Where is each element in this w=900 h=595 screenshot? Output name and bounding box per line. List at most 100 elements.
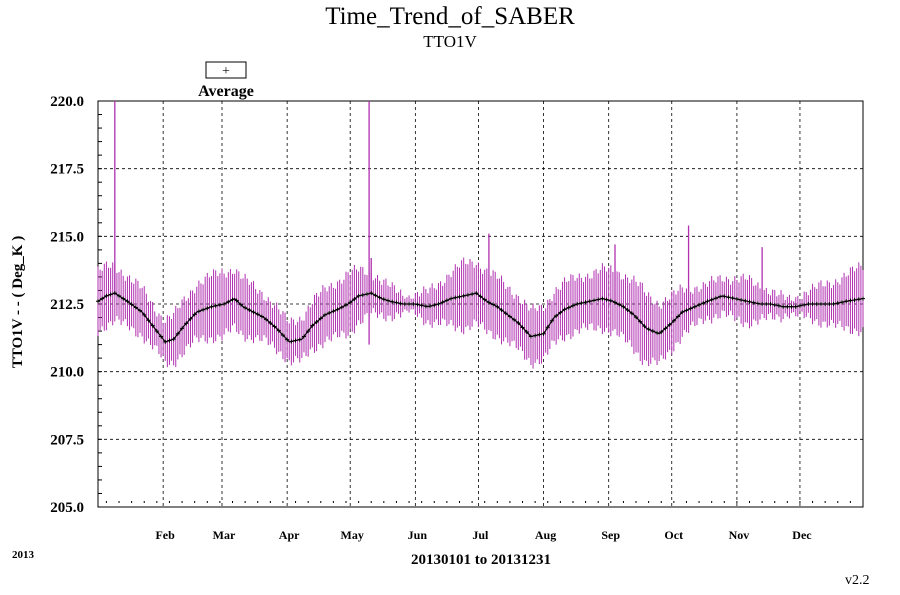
average-point (629, 311, 634, 316)
average-series (96, 291, 865, 344)
average-point (835, 301, 840, 306)
average-point (365, 292, 370, 297)
average-point (705, 299, 710, 304)
average-point (243, 305, 248, 310)
average-point (213, 303, 218, 308)
average-point (356, 293, 361, 298)
y-tick-label: 220.0 (50, 94, 84, 110)
average-point (755, 301, 760, 306)
average-point (726, 295, 731, 300)
average-point (205, 306, 210, 311)
average-point (688, 306, 693, 311)
average-point (671, 318, 676, 323)
average-point (419, 303, 424, 308)
average-point (306, 329, 311, 334)
average-point (360, 292, 365, 297)
x-tick-label: Dec (792, 528, 812, 542)
average-point (566, 305, 571, 310)
average-point (196, 309, 201, 314)
average-point (335, 307, 340, 312)
average-point (558, 310, 563, 315)
y-tick-label: 210.0 (50, 365, 84, 381)
average-point (444, 298, 449, 303)
average-point (138, 308, 143, 313)
legend-label: Average (198, 83, 254, 100)
average-point (386, 298, 391, 303)
average-point (600, 296, 605, 301)
average-point (217, 302, 222, 307)
average-point (234, 298, 239, 303)
average-point (625, 307, 630, 312)
average-point (381, 297, 386, 302)
average-point (701, 301, 706, 306)
y-tick-label: 215.0 (50, 229, 84, 245)
average-point (293, 338, 298, 343)
grid-lines (98, 101, 863, 507)
average-point (722, 294, 727, 299)
average-point (562, 307, 567, 312)
average-point (272, 324, 277, 329)
average-point (617, 302, 622, 307)
average-point (163, 339, 168, 344)
average-point (793, 304, 798, 309)
average-point (285, 337, 290, 342)
y-tick-label: 207.5 (50, 432, 84, 448)
average-point (188, 316, 193, 321)
average-point (129, 302, 134, 307)
average-point (327, 311, 332, 316)
average-point (499, 307, 504, 312)
version-label: v2.2 (845, 573, 870, 588)
average-point (402, 302, 407, 306)
average-point (634, 315, 639, 320)
average-point (528, 334, 533, 339)
y-tick-label: 205.0 (50, 500, 84, 516)
average-point (541, 331, 546, 336)
average-point (449, 296, 454, 301)
average-point (608, 298, 613, 303)
average-point (394, 300, 399, 305)
average-point (583, 300, 588, 305)
average-point (280, 333, 285, 338)
average-point (201, 307, 206, 312)
average-point (297, 337, 302, 342)
average-point (655, 330, 660, 335)
average-point (692, 304, 697, 309)
average-point (667, 322, 672, 327)
average-point (478, 294, 483, 299)
x-tick-label: Apr (279, 528, 300, 542)
average-point (343, 303, 348, 308)
average-point (646, 327, 651, 332)
x-tick-label: Oct (664, 528, 683, 542)
average-point (604, 297, 609, 302)
average-point (180, 326, 185, 331)
average-point (785, 304, 790, 309)
average-point (545, 325, 550, 330)
range-series (97, 101, 864, 369)
average-point (104, 293, 109, 298)
average-point (453, 295, 458, 300)
average-point (524, 329, 529, 334)
average-point (575, 302, 580, 306)
average-point (159, 334, 164, 339)
average-point (339, 305, 344, 310)
average-point (806, 302, 811, 306)
average-point (222, 302, 227, 306)
average-point (747, 299, 752, 304)
average-point (520, 325, 525, 330)
average-point (255, 312, 260, 317)
average-point (861, 296, 865, 301)
y-tick-labels: 205.0 207.5 210.0 212.5 215.0 217.5 220.0 (50, 94, 84, 516)
year-label: 2013 (12, 549, 35, 561)
average-point (167, 338, 172, 343)
average-point (289, 339, 294, 344)
x-tick-label: Jul (472, 528, 489, 542)
x-tick-label: Feb (155, 528, 175, 542)
average-point (369, 291, 374, 296)
average-point (407, 302, 412, 306)
average-point (549, 318, 554, 323)
average-point (146, 318, 151, 323)
average-point (415, 302, 420, 307)
average-point (676, 314, 681, 319)
average-point (390, 299, 395, 304)
average-point (125, 299, 130, 304)
